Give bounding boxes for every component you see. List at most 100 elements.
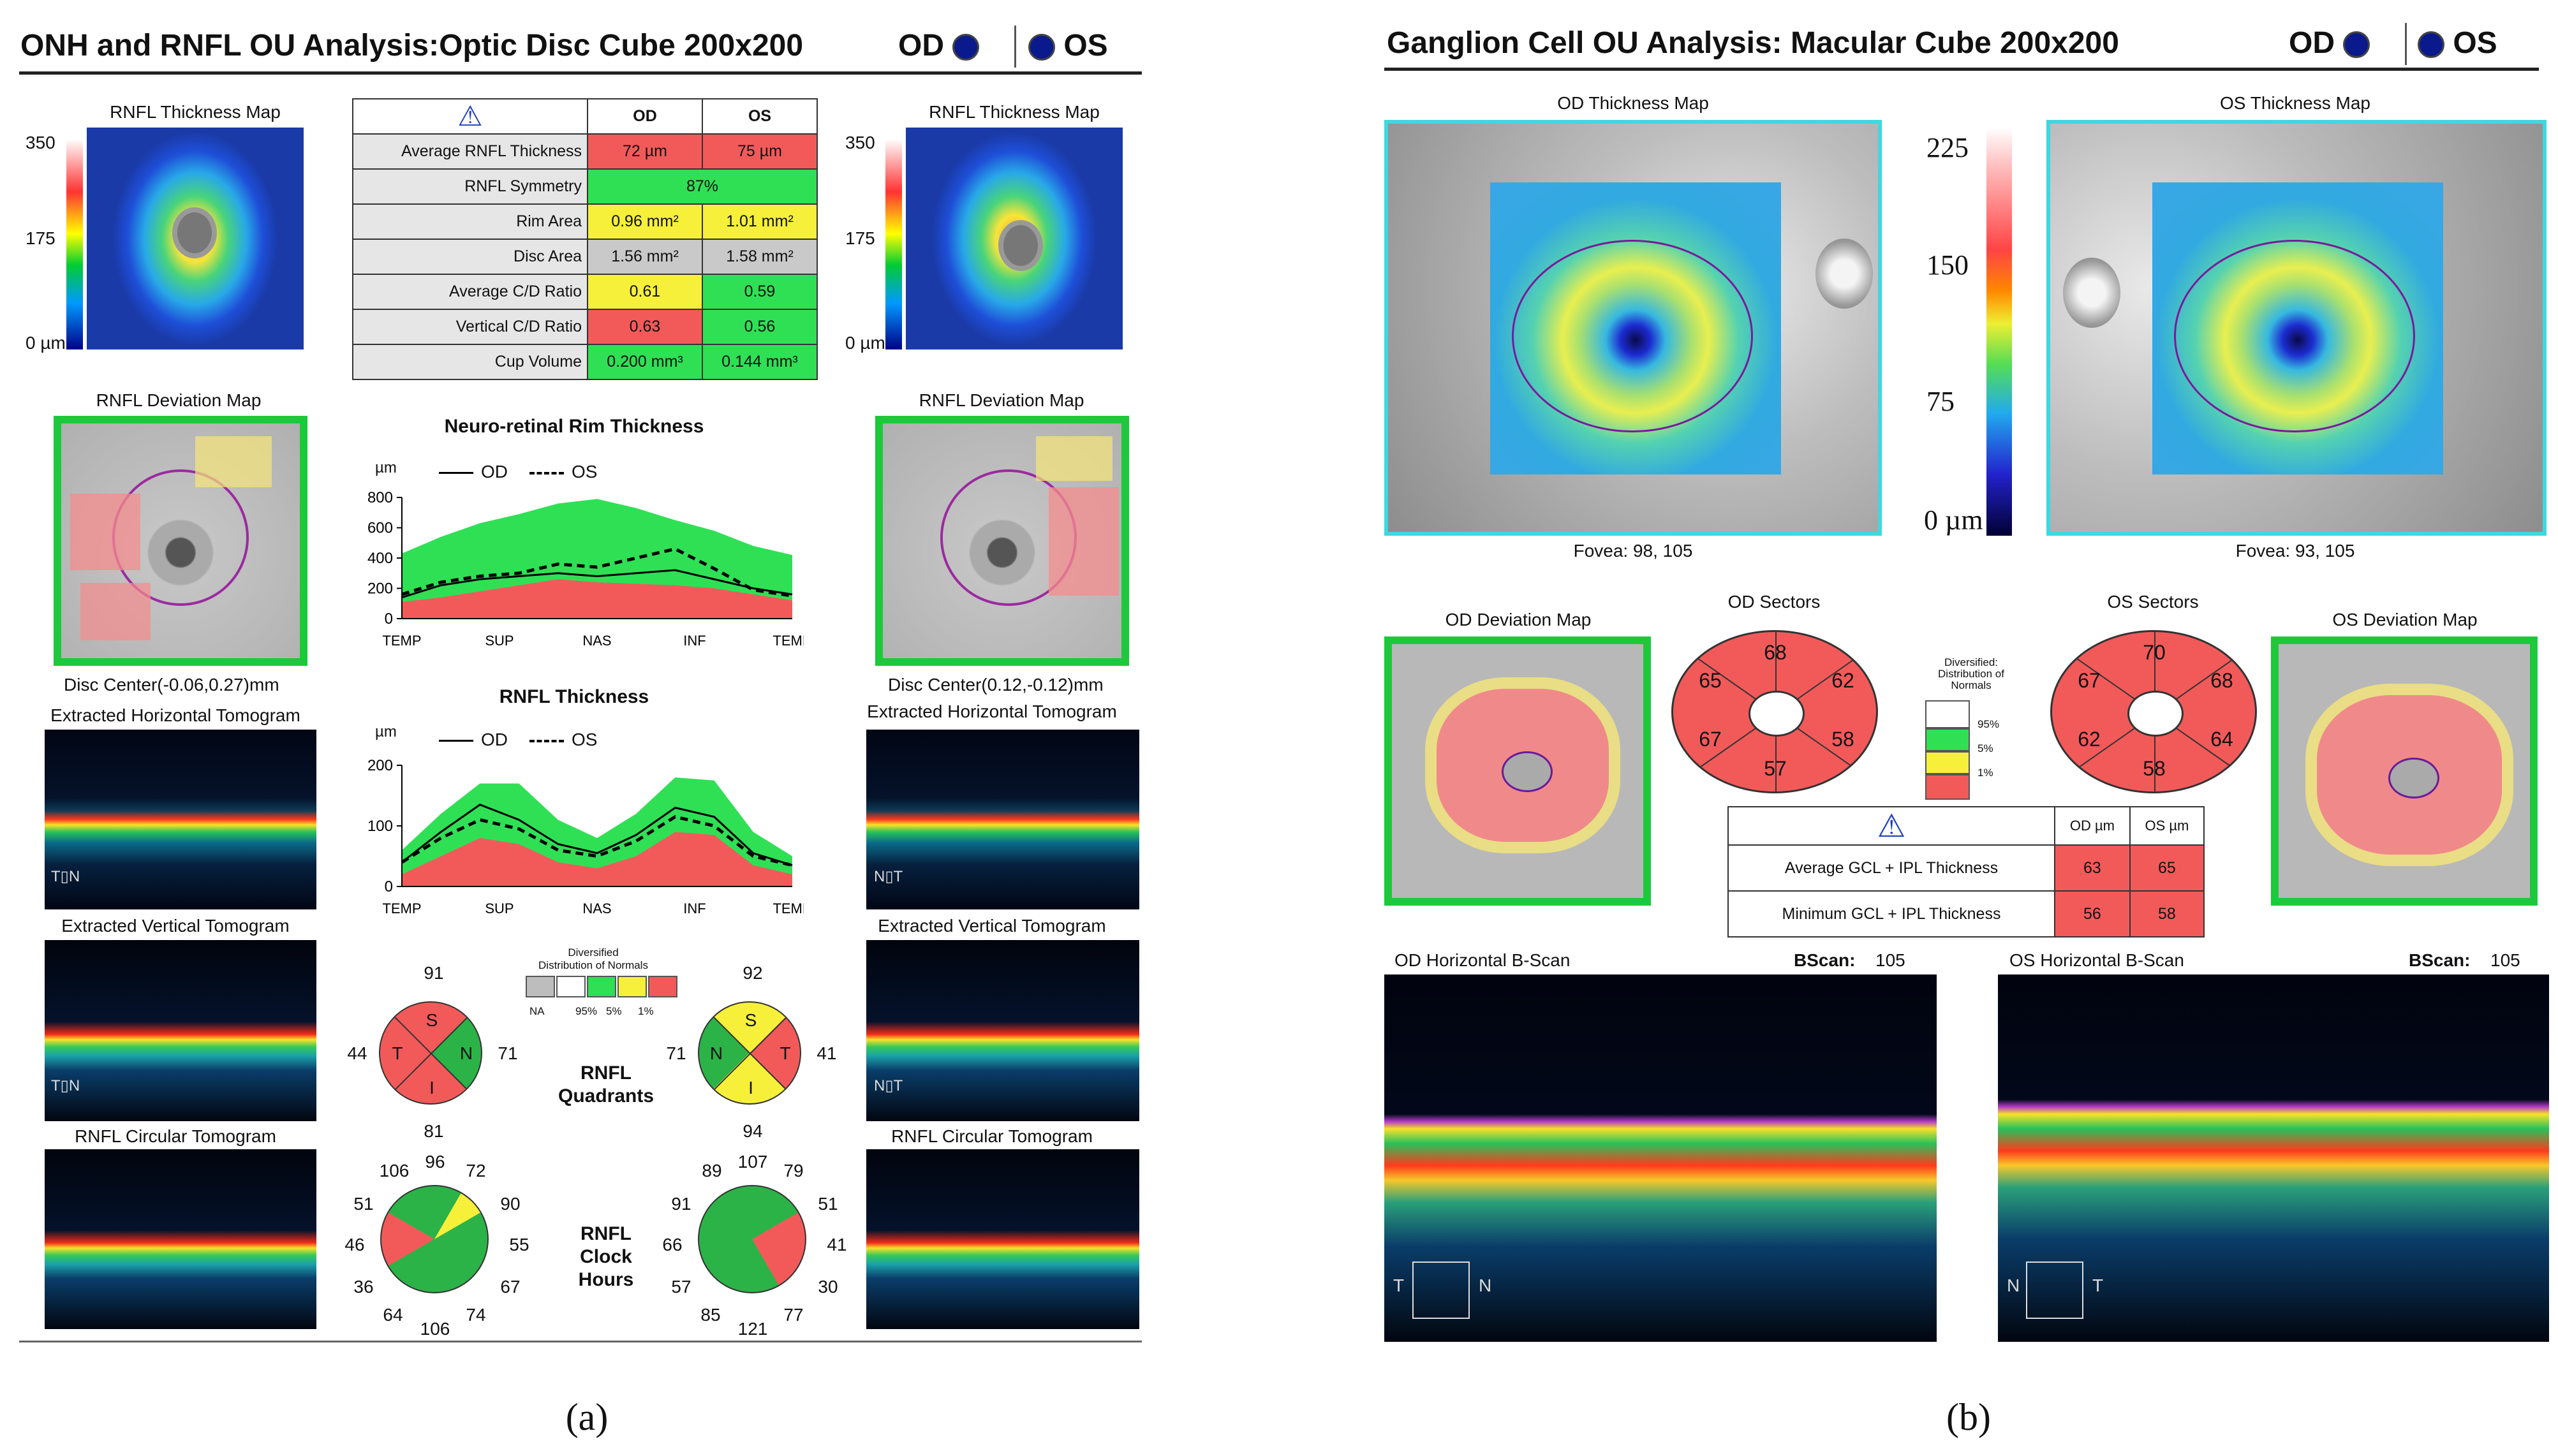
abnormal-range-area	[402, 579, 792, 619]
rnfl-legend: OD OS	[434, 730, 651, 755]
metric-both: 87%	[587, 168, 818, 205]
dist-swatch-5	[587, 976, 616, 997]
right-od-text: OD	[2289, 26, 2335, 60]
od-sector-bottom: 57	[1764, 757, 1787, 780]
metric-label: Rim Area	[352, 203, 588, 240]
gcl-ipl-table: ⚠ OD µm OS µm Average GCL + IPL Thickness 6…	[1727, 806, 2205, 938]
right-title-rule	[1384, 68, 2539, 71]
os-circular-tomogram	[866, 1149, 1139, 1329]
gcl-dist-swatch-red	[1925, 774, 1970, 800]
os-rnfl-deviation-map	[875, 416, 1129, 666]
od-clock-tl: 106	[379, 1161, 410, 1180]
x-tick-label: TEMP	[382, 901, 421, 916]
od-deviation-patch	[70, 494, 140, 570]
y-tick-label: 600	[367, 520, 393, 537]
metric-os: 1.01 mm²	[702, 203, 818, 240]
od-optic-disc	[1815, 239, 1873, 309]
y-tick-label: 800	[367, 491, 393, 506]
od-deviation-patch-3	[195, 436, 272, 487]
os-fundus-image	[2046, 120, 2547, 536]
orient-n: N	[874, 868, 885, 885]
os-sector-br: 64	[2210, 728, 2233, 751]
x-tick-label: INF	[683, 633, 706, 649]
clock-label-3: Hours	[578, 1269, 634, 1290]
metric-os: 1.58 mm²	[702, 239, 818, 275]
rim-legend: OD OS	[434, 462, 651, 487]
os-clock-tl: 89	[702, 1161, 722, 1180]
os-clock-l1: 91	[671, 1194, 691, 1214]
od-color-scale-bar	[66, 139, 83, 349]
od-gcl-fovea	[1502, 751, 1553, 792]
clock-label-1: RNFL	[580, 1223, 632, 1244]
scale-175-od: 175	[26, 228, 55, 248]
dist-swatch-na	[526, 976, 555, 997]
series-line-os	[401, 815, 793, 867]
os-bscan-orient-box	[2026, 1261, 2083, 1319]
od-thickness-map-label: OD Thickness Map	[1557, 93, 1709, 113]
os-optic-disc	[2063, 258, 2120, 328]
metric-label: RNFL Symmetry	[352, 168, 588, 205]
gcl-dist-swatch-5	[1925, 728, 1970, 751]
od-disc-marker	[172, 207, 217, 258]
series-line-od	[401, 804, 793, 867]
od-rnfl-deviation-map	[54, 416, 307, 666]
gcl-dist-swatch-1	[1925, 751, 1970, 774]
metrics-os-header: OS	[702, 98, 818, 135]
os-h-orient: N▯T	[874, 868, 903, 885]
clock-label-2: Clock	[580, 1246, 632, 1267]
od-clock-r2: 55	[509, 1235, 529, 1254]
caption-b: (b)	[1946, 1396, 1991, 1438]
os-eye-icon	[1028, 34, 1055, 61]
rim-unit-label: µm	[375, 459, 397, 476]
os-quadrant-chart: S N T I	[698, 1001, 801, 1105]
legend-od-label: OD	[481, 730, 508, 749]
os-deviation-patch	[1049, 487, 1119, 596]
orient-t: T	[51, 1077, 61, 1094]
gcl-row-od: 63	[2054, 844, 2131, 892]
left-od-eye-label: OD	[898, 28, 980, 63]
od-eye-icon	[952, 34, 980, 61]
scale-0-os: 0 µm	[845, 333, 885, 353]
od-fovea: Fovea: 98, 105	[1573, 541, 1693, 561]
x-tick-label: NAS	[582, 901, 611, 916]
od-sectors-label: OD Sectors	[1727, 592, 1821, 612]
warning-icon: ⚠	[352, 98, 588, 135]
os-clock-bottom: 121	[737, 1319, 768, 1339]
od-quad-s-value: 91	[424, 963, 444, 983]
od-clock-bl: 64	[383, 1305, 403, 1325]
series-line-os	[401, 547, 793, 598]
orient-n: N	[68, 1077, 80, 1094]
od-eye-icon	[2343, 31, 2370, 59]
od-clock-br: 74	[466, 1305, 486, 1325]
gcl-dist-title: Diversified: Distribution of Normals	[1938, 656, 2004, 691]
left-panel-title: ONH and RNFL OU Analysis:Optic Disc Cube…	[20, 29, 804, 63]
od-fundus-image	[1384, 120, 1882, 536]
dist-label-1: 1%	[638, 1005, 654, 1017]
sector-center	[1748, 691, 1805, 737]
od-bscan-value: 105	[1875, 950, 1905, 970]
metric-od: 0.63	[587, 309, 703, 345]
gcl-row-od: 56	[2054, 890, 2131, 938]
x-tick-label: TEMP	[773, 901, 804, 916]
gcl-scale-0: 0 µm	[1924, 504, 1983, 536]
os-clock-l3: 57	[671, 1277, 691, 1297]
abnormal-range-area	[402, 832, 792, 886]
x-tick-label: SUP	[485, 633, 514, 649]
left-bottom-rule	[19, 1341, 1142, 1342]
os-sector-chart: 70 68 64 58 62 67	[2050, 630, 2257, 793]
os-bscan-orient-r: T	[2092, 1276, 2104, 1295]
od-sector-bl: 67	[1699, 728, 1722, 751]
od-rnfl-thickness-map-label: RNFL Thickness Map	[110, 102, 281, 122]
os-clock-bl: 85	[700, 1305, 721, 1325]
gcl-row-os: 58	[2129, 890, 2205, 938]
os-clock-top: 107	[737, 1152, 768, 1172]
os-sector-tr: 68	[2210, 669, 2233, 692]
x-tick-label: INF	[683, 901, 706, 916]
x-tick-label: TEMP	[382, 633, 421, 649]
metric-label: Average RNFL Thickness	[352, 133, 588, 170]
x-tick-label: TEMP	[773, 633, 804, 649]
quad-n-letter: N	[459, 1043, 473, 1063]
left-os-eye-label: OS	[1028, 28, 1108, 63]
sector-center	[2127, 691, 2184, 737]
od-bscan-label: OD Horizontal B-Scan	[1394, 950, 1571, 970]
